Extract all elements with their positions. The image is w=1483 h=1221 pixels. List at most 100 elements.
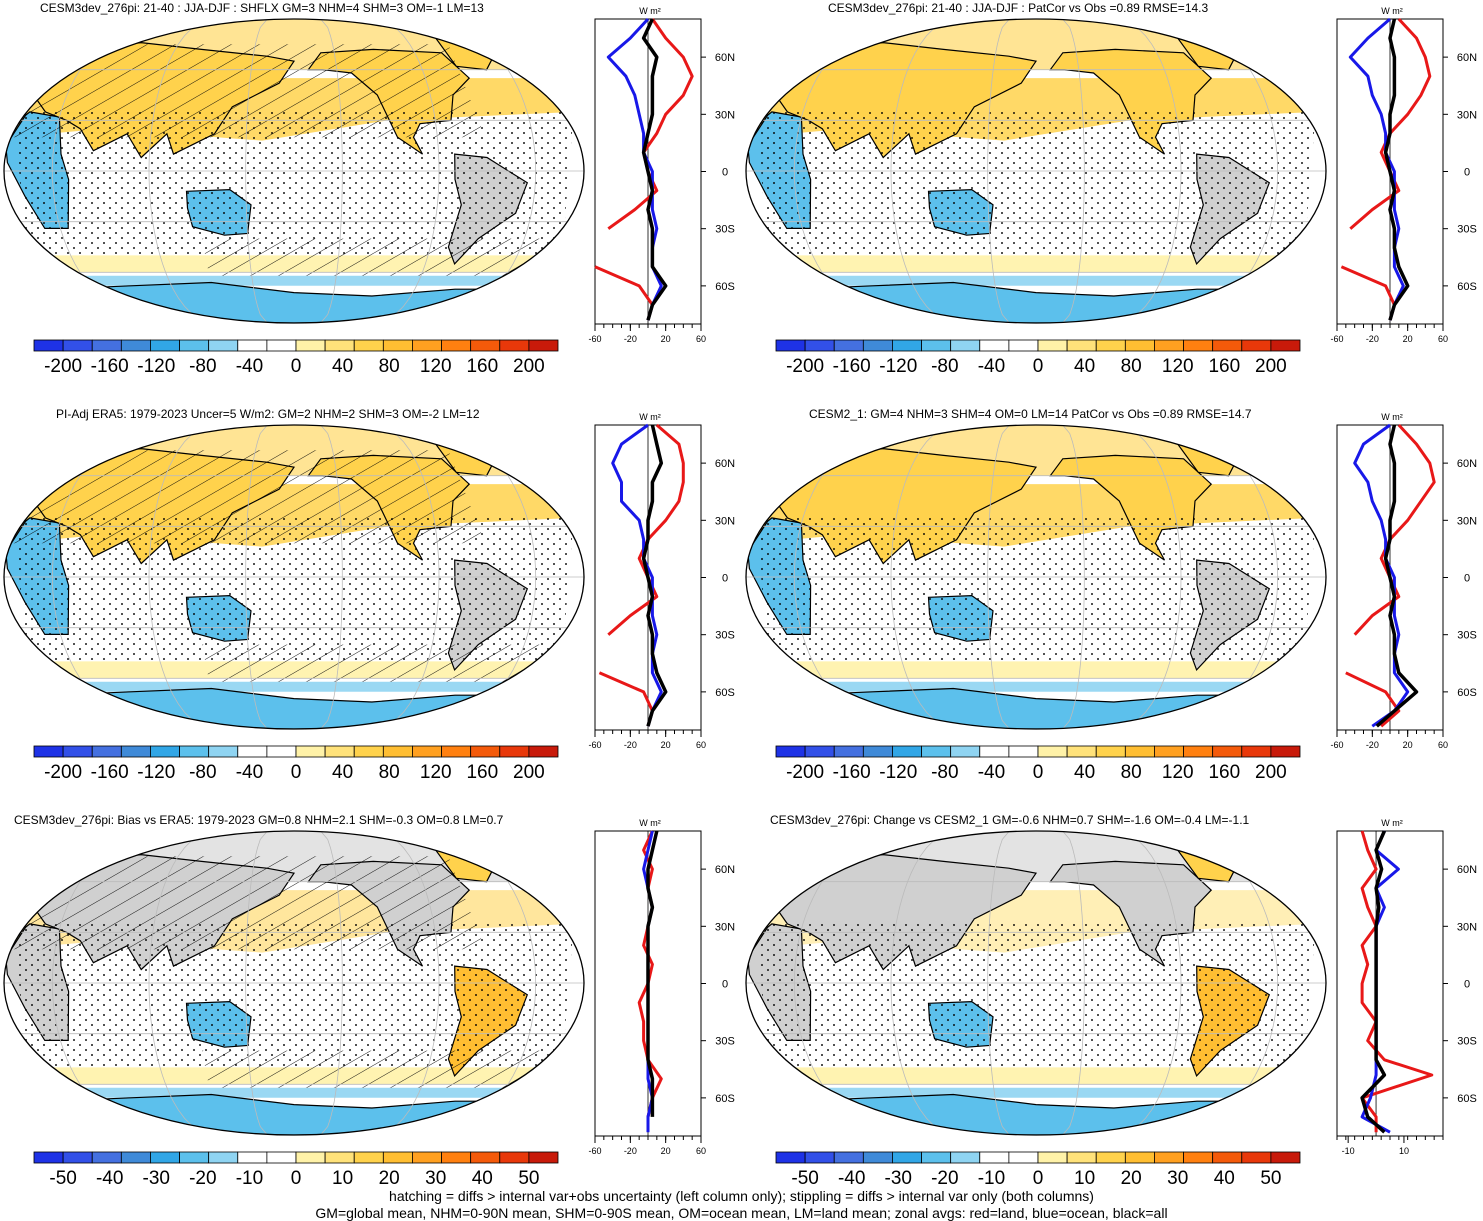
colorbar-swatch xyxy=(412,1151,442,1164)
colorbar-swatch xyxy=(179,745,210,758)
colorbar-label: 20 xyxy=(379,1168,400,1189)
colorbar-label: -40 xyxy=(96,1168,123,1189)
colorbar-swatch xyxy=(979,745,1010,758)
graticule-meridian xyxy=(320,19,343,323)
graticule-meridian xyxy=(148,831,215,1135)
colorbar: -50 -40 -30 -20 -10 0 10 20 30 40 50 xyxy=(33,1151,559,1189)
graticule-meridian xyxy=(1168,425,1279,729)
colorbar-swatch xyxy=(1124,1151,1155,1164)
colorbar-swatch xyxy=(237,745,268,758)
colorbar-label: -80 xyxy=(931,762,958,783)
x-tick-label: 60 xyxy=(696,334,706,344)
colorbar-swatch xyxy=(862,1151,893,1164)
y-tick-label: 30S xyxy=(715,630,735,642)
colorbar-label: 10 xyxy=(332,1168,353,1189)
colorbar-swatch xyxy=(921,745,952,758)
colorbar-swatch xyxy=(1037,745,1068,758)
x-tick-label: -60 xyxy=(1330,740,1343,750)
graticule-meridian xyxy=(1115,831,1182,1135)
colorbar-swatch xyxy=(1154,339,1184,352)
colorbar-swatch xyxy=(441,1151,472,1164)
colorbar-label: 80 xyxy=(379,356,400,377)
y-tick-label: 0 xyxy=(722,167,728,179)
x-tick-label: 20 xyxy=(661,740,671,750)
zonal-series-ocean xyxy=(1353,423,1410,728)
graticule-meridian xyxy=(320,425,343,729)
colorbar-label: 80 xyxy=(1121,356,1142,377)
antarctic-margin-band xyxy=(781,1087,1291,1098)
hatching-south xyxy=(201,1050,571,1088)
y-tick-label: 30N xyxy=(715,921,735,933)
colorbar-label: 20 xyxy=(1121,1168,1142,1189)
colorbar-label: -120 xyxy=(137,356,175,377)
colorbar-swatch xyxy=(208,1151,239,1164)
colorbar-swatch xyxy=(921,339,952,352)
southern-ocean-band xyxy=(768,661,1304,679)
y-tick-label: 60S xyxy=(1457,281,1477,293)
colorbar-swatch xyxy=(528,339,559,352)
colorbar-swatch xyxy=(150,1151,180,1164)
graticule-meridian xyxy=(426,831,537,1135)
colorbar-swatch xyxy=(266,339,297,352)
zonal-mean-plot: W m² 60N 30N 0 30S 60S -60 -20 20 60 xyxy=(588,6,735,344)
colorbar-label: 160 xyxy=(466,762,498,783)
colorbar-swatch xyxy=(1037,339,1068,352)
zonal-series-ocean xyxy=(1348,17,1405,321)
zonal-series-all xyxy=(1375,424,1419,728)
colorbar-swatch xyxy=(1124,339,1155,352)
zonal-series-ocean xyxy=(611,423,663,727)
zonal-series-all xyxy=(1360,830,1387,1134)
zonal-units: W m² xyxy=(639,818,661,828)
colorbar-swatch xyxy=(1270,1151,1301,1164)
colorbar-swatch xyxy=(775,745,806,758)
colorbar-label: -200 xyxy=(44,762,82,783)
colorbar-swatch xyxy=(33,339,64,352)
y-tick-label: 30N xyxy=(715,515,735,527)
x-tick-label: 20 xyxy=(661,334,671,344)
colorbar-swatch xyxy=(382,339,413,352)
colorbar-label: 50 xyxy=(1260,1168,1281,1189)
graticule-meridian xyxy=(1062,425,1085,729)
colorbar-label: -200 xyxy=(786,356,824,377)
colorbar-swatch xyxy=(1008,745,1039,758)
footer-note-1: hatching = diffs > internal var+obs unce… xyxy=(389,1188,1094,1204)
colorbar-swatch xyxy=(892,339,922,352)
graticule-meridian xyxy=(793,831,904,1135)
antarctic-margin-band xyxy=(39,681,549,692)
panel-title: CESM3dev_276pi: 21-40 : JJA-DJF : SHFLX … xyxy=(40,1,484,15)
antarctic-margin-band xyxy=(781,681,1291,692)
colorbar-label: -200 xyxy=(44,356,82,377)
map-border xyxy=(3,830,585,1136)
zonal-mean-plot: W m² 60N 30N 0 30S 60S -60 -20 20 60 xyxy=(588,412,735,750)
graticule-meridian xyxy=(148,19,215,323)
colorbar-swatch xyxy=(295,1151,326,1164)
colorbar-label: 80 xyxy=(379,762,400,783)
colorbar-swatch xyxy=(120,339,151,352)
colorbar-label: -40 xyxy=(236,356,263,377)
colorbar-label: -120 xyxy=(879,762,917,783)
colorbar-swatch xyxy=(1241,339,1272,352)
graticule-meridian xyxy=(373,19,440,323)
x-tick-label: 60 xyxy=(696,740,706,750)
colorbar-label: -40 xyxy=(978,356,1005,377)
zonal-series-all xyxy=(1383,18,1410,321)
y-tick-label: 30N xyxy=(1457,921,1477,933)
colorbar-swatch xyxy=(33,1151,64,1164)
x-tick-label: -20 xyxy=(1366,334,1379,344)
colorbar-swatch xyxy=(324,339,355,352)
zonal-mean-plot: W m² 60N 30N 0 30S 60S -10 10 xyxy=(1336,818,1477,1156)
graticule-meridian xyxy=(1062,19,1085,323)
colorbar-label: 10 xyxy=(1074,1168,1095,1189)
stippling xyxy=(756,923,1316,1068)
colorbar-label: -80 xyxy=(189,762,216,783)
colorbar-swatch xyxy=(33,745,64,758)
y-tick-label: 60N xyxy=(715,458,735,470)
y-tick-label: 0 xyxy=(722,573,728,585)
graticule-meridian xyxy=(1168,831,1279,1135)
colorbar-swatch xyxy=(470,339,501,352)
colorbar-label: 0 xyxy=(291,1168,302,1189)
colorbar: -200 -160 -120 -80 -40 0 40 80 120 160 200 xyxy=(33,745,559,783)
panel-title: CESM2_1: GM=4 NHM=3 SHM=4 OM=0 LM=14 Pat… xyxy=(809,407,1252,421)
x-tick-label: 10 xyxy=(1399,1146,1409,1156)
colorbar-swatch xyxy=(1241,745,1272,758)
